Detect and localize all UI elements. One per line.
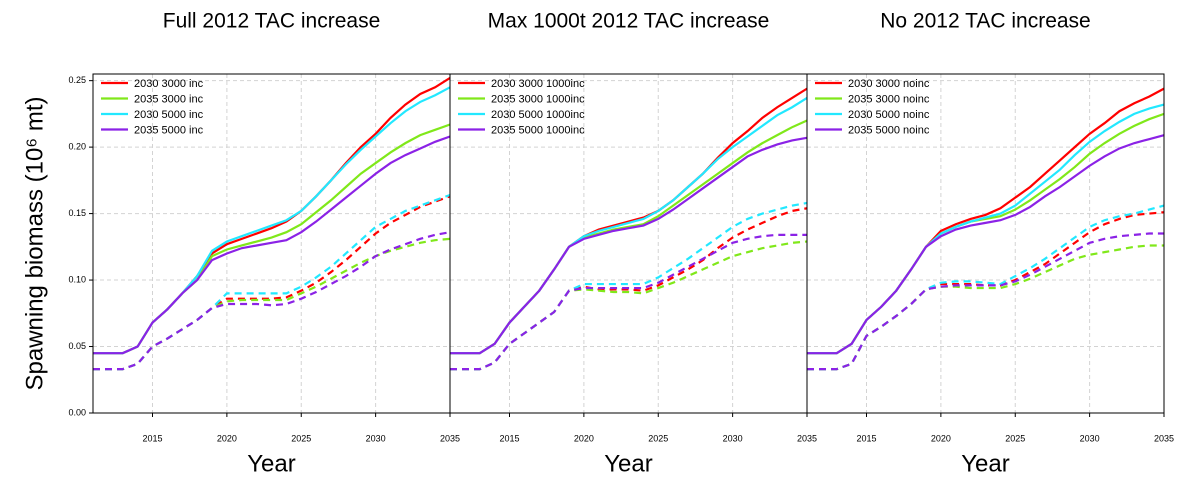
x-tick-label: 2030 [1080, 433, 1100, 443]
y-tick-label: 0.25 [68, 75, 86, 85]
legend-label: 2035 5000 inc [134, 124, 204, 136]
legend-label: 2030 5000 1000inc [491, 109, 585, 121]
panel-title: Full 2012 TAC increase [163, 10, 381, 33]
legend-label: 2030 5000 noinc [848, 109, 930, 121]
x-tick-label: 2035 [440, 433, 460, 443]
series-line-dashed [450, 240, 808, 371]
series-line-dashed [93, 237, 451, 371]
legend-label: 2035 5000 1000inc [491, 124, 585, 136]
x-tick-label: 2025 [648, 433, 668, 443]
series-line [450, 136, 808, 355]
x-tick-label: 2020 [217, 433, 237, 443]
series-line-dashed [807, 204, 1165, 371]
plot-frame [806, 73, 1165, 414]
series-line-dashed [93, 193, 451, 371]
y-tick-label: 0.00 [68, 407, 86, 417]
series-line-dashed [807, 244, 1164, 371]
series-line-dashed [93, 195, 451, 371]
x-tick-label: 2015 [856, 433, 876, 443]
x-axis-label: Year [247, 450, 296, 477]
series-line-dashed [450, 207, 808, 371]
x-axis-label: Year [604, 450, 653, 477]
series-line [450, 119, 808, 355]
series-line [807, 134, 1165, 355]
legend-label: 2035 3000 noinc [848, 93, 930, 105]
y-tick-label: 0.20 [68, 141, 86, 151]
series-line [807, 103, 1165, 355]
x-tick-label: 2015 [499, 433, 519, 443]
x-tick-label: 2020 [574, 433, 594, 443]
legend-label: 2035 5000 noinc [848, 124, 930, 136]
series-line-dashed [450, 201, 808, 371]
y-tick-label: 0.10 [68, 274, 86, 284]
series-line [807, 112, 1165, 355]
legend-label: 2030 3000 noinc [848, 78, 930, 90]
legend-label: 2030 3000 1000inc [491, 78, 585, 90]
panel-title: No 2012 TAC increase [880, 10, 1091, 33]
x-tick-label: 2035 [797, 433, 817, 443]
x-tick-label: 2025 [1005, 433, 1025, 443]
y-tick-label: 0.05 [68, 341, 86, 351]
y-tick-label: 0.15 [68, 208, 86, 218]
x-tick-label: 2020 [931, 433, 951, 443]
panel-title: Max 1000t 2012 TAC increase [488, 10, 770, 33]
x-tick-label: 2035 [1154, 433, 1174, 443]
x-tick-label: 2015 [142, 433, 162, 443]
legend-label: 2035 3000 1000inc [491, 93, 585, 105]
series-line-dashed [93, 231, 451, 371]
x-tick-label: 2030 [366, 433, 386, 443]
legend-label: 2030 3000 inc [134, 78, 204, 90]
series-line-dashed [450, 233, 807, 371]
y-axis-label: Spawning biomass (10⁶ mt) [21, 97, 48, 391]
legend-label: 2035 3000 inc [134, 93, 204, 105]
series-line [93, 135, 451, 355]
x-tick-label: 2030 [723, 433, 743, 443]
x-tick-label: 2025 [291, 433, 311, 443]
series-line-dashed [807, 232, 1164, 371]
legend-label: 2030 5000 inc [134, 109, 204, 121]
x-axis-label: Year [961, 450, 1010, 477]
